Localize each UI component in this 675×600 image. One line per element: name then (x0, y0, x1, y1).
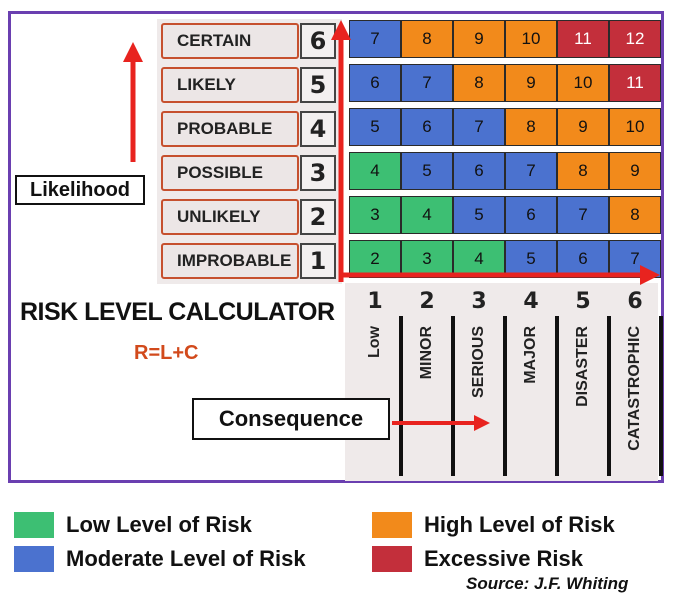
risk-cell: 7 (557, 196, 609, 234)
column-divider (451, 316, 455, 476)
likelihood-panel (157, 19, 342, 284)
likelihood-level-label: CERTAIN (161, 23, 299, 59)
legend-moderate: Moderate Level of Risk (14, 544, 306, 574)
consequence-level-label-box: DISASTER (557, 320, 609, 472)
risk-cell: 12 (609, 20, 661, 58)
risk-cell: 7 (401, 64, 453, 102)
legend-moderate-label: Moderate Level of Risk (66, 546, 306, 571)
likelihood-label: Likelihood (15, 175, 145, 205)
risk-cell: 5 (505, 240, 557, 278)
legend-high-label: High Level of Risk (424, 512, 615, 537)
risk-cell: 5 (401, 152, 453, 190)
legend-moderate-swatch (14, 546, 54, 572)
likelihood-level-label: IMPROBABLE (161, 243, 299, 279)
likelihood-level-label: LIKELY (161, 67, 299, 103)
likelihood-level-label: POSSIBLE (161, 155, 299, 191)
risk-cell: 5 (453, 196, 505, 234)
legend-excessive-swatch (372, 546, 412, 572)
consequence-level-label-box: SERIOUS (453, 320, 505, 472)
likelihood-level-value: 6 (300, 23, 336, 59)
consequence-level-label-box: CATASTROPHIC (609, 320, 661, 472)
consequence-panel (345, 283, 658, 481)
likelihood-level-value: 2 (300, 199, 336, 235)
risk-cell: 3 (401, 240, 453, 278)
consequence-level-value: 3 (471, 288, 487, 314)
legend-high: High Level of Risk (372, 510, 615, 540)
likelihood-level-label: UNLIKELY (161, 199, 299, 235)
consequence-level-label-box: MINOR (401, 320, 453, 472)
column-divider (555, 316, 559, 476)
risk-cell: 9 (505, 64, 557, 102)
consequence-level-label: MAJOR (522, 326, 539, 384)
risk-cell: 10 (505, 20, 557, 58)
risk-cell: 6 (401, 108, 453, 146)
consequence-level-value: 5 (575, 288, 591, 314)
risk-cell: 8 (453, 64, 505, 102)
column-divider (659, 316, 663, 476)
likelihood-level-value: 3 (300, 155, 336, 191)
calculator-title: RISK LEVEL CALCULATOR (20, 298, 335, 326)
risk-cell: 6 (453, 152, 505, 190)
column-divider (607, 316, 611, 476)
consequence-level-value: 1 (367, 288, 383, 314)
consequence-level-value: 2 (419, 288, 435, 314)
likelihood-level-label: PROBABLE (161, 111, 299, 147)
risk-cell: 2 (349, 240, 401, 278)
likelihood-level-value: 4 (300, 111, 336, 147)
risk-cell: 7 (609, 240, 661, 278)
consequence-level-value: 4 (523, 288, 539, 314)
risk-cell: 5 (349, 108, 401, 146)
risk-cell: 8 (609, 196, 661, 234)
risk-cell: 9 (557, 108, 609, 146)
risk-cell: 4 (401, 196, 453, 234)
risk-cell: 10 (609, 108, 661, 146)
risk-cell: 11 (609, 64, 661, 102)
source-credit: Source: J.F. Whiting (466, 574, 629, 593)
legend-high-swatch (372, 512, 412, 538)
consequence-level-label: CATASTROPHIC (626, 326, 643, 451)
column-divider (503, 316, 507, 476)
legend-excessive: Excessive Risk (372, 544, 583, 574)
consequence-level-label: Low (366, 326, 383, 358)
risk-cell: 8 (557, 152, 609, 190)
risk-cell: 9 (609, 152, 661, 190)
risk-cell: 4 (349, 152, 401, 190)
risk-cell: 10 (557, 64, 609, 102)
legend-excessive-label: Excessive Risk (424, 546, 584, 571)
risk-cell: 6 (505, 196, 557, 234)
risk-cell: 9 (453, 20, 505, 58)
risk-cell: 7 (453, 108, 505, 146)
legend-low-label: Low Level of Risk (66, 512, 252, 537)
risk-cell: 11 (557, 20, 609, 58)
likelihood-level-value: 5 (300, 67, 336, 103)
risk-cell: 7 (349, 20, 401, 58)
consequence-level-label-box: Low (349, 320, 401, 472)
consequence-label: Consequence (192, 398, 390, 440)
risk-cell: 8 (505, 108, 557, 146)
risk-cell: 7 (505, 152, 557, 190)
column-divider (399, 316, 403, 476)
risk-cell: 3 (349, 196, 401, 234)
consequence-level-value: 6 (627, 288, 643, 314)
risk-cell: 8 (401, 20, 453, 58)
calculator-formula: R=L+C (134, 342, 199, 364)
risk-cell: 6 (349, 64, 401, 102)
risk-cell: 6 (557, 240, 609, 278)
risk-cell: 4 (453, 240, 505, 278)
legend-low-swatch (14, 512, 54, 538)
consequence-level-label-box: MAJOR (505, 320, 557, 472)
consequence-level-label: SERIOUS (470, 326, 487, 399)
legend-low: Low Level of Risk (14, 510, 252, 540)
consequence-level-label: DISASTER (574, 326, 591, 407)
consequence-level-label: MINOR (418, 326, 435, 380)
likelihood-level-value: 1 (300, 243, 336, 279)
